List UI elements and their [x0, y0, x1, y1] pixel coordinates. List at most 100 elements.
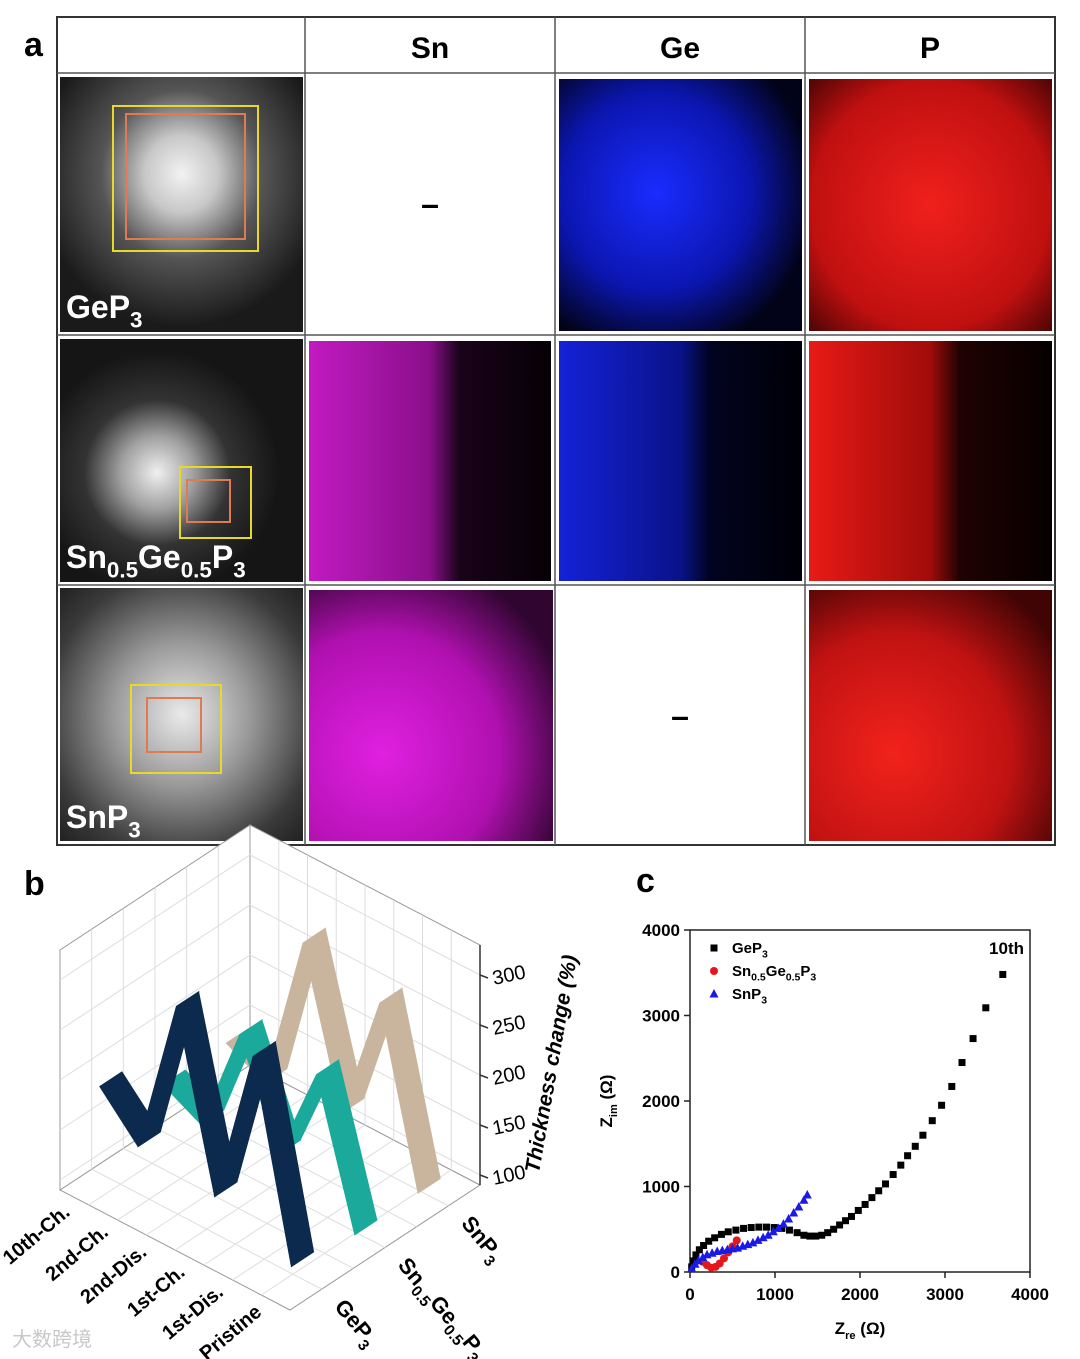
p-map: [809, 341, 1052, 581]
y-tick-label: 2000: [642, 1092, 680, 1111]
point: [770, 1224, 778, 1232]
panel-label: c: [636, 862, 655, 900]
legend-marker: [710, 967, 718, 975]
grid-line: [59, 904, 481, 1031]
z-tick-label: 200: [490, 1061, 527, 1089]
sem-image: [60, 588, 303, 841]
z-tick: [479, 1174, 489, 1179]
y-tick-label: 3000: [642, 1007, 680, 1026]
x-tick-label: 4000: [1011, 1285, 1049, 1304]
series-label: Sn0.5Ge0.5P3: [389, 1253, 492, 1359]
legend-label: GeP3: [732, 940, 768, 961]
ribbon-segment: [379, 987, 441, 1194]
point: [711, 1234, 719, 1242]
y-tick-label: 4000: [642, 921, 680, 940]
roi-box: [186, 479, 231, 523]
point: [779, 1219, 788, 1228]
series-label: SnP3: [452, 1211, 508, 1270]
roi-box: [179, 466, 252, 539]
point: [836, 1221, 844, 1229]
point: [700, 1241, 708, 1249]
table-lines: [57, 17, 1055, 845]
point: [778, 1224, 786, 1232]
point: [868, 1194, 876, 1202]
point: [793, 1229, 801, 1237]
point: [806, 1232, 814, 1240]
table-border: [56, 16, 1056, 846]
p-map: [809, 79, 1052, 331]
no-element: –: [421, 186, 439, 222]
sem-image: [60, 339, 303, 582]
point: [773, 1223, 783, 1232]
point: [824, 1229, 832, 1237]
point: [799, 1195, 809, 1204]
point: [768, 1226, 778, 1236]
point: [747, 1224, 755, 1232]
panel-label: a: [24, 26, 44, 64]
point: [882, 1180, 889, 1188]
z-tick: [479, 1124, 489, 1129]
panel-label: b: [24, 865, 45, 903]
ge-map: [559, 79, 802, 331]
point: [897, 1161, 905, 1169]
point: [830, 1225, 838, 1233]
x-tick-label: 3000: [926, 1285, 964, 1304]
roi-box: [112, 105, 259, 252]
point: [919, 1131, 927, 1139]
z-tick: [479, 974, 489, 979]
point: [695, 1246, 703, 1254]
point: [763, 1223, 770, 1231]
point: [763, 1230, 773, 1239]
point: [982, 1004, 990, 1012]
point: [698, 1252, 708, 1261]
point: [848, 1212, 855, 1220]
legend-label: Sn0.5Ge0.5P3: [732, 963, 816, 984]
no-element: –: [671, 698, 689, 734]
point: [755, 1223, 763, 1231]
watermark: 大数跨境: [12, 1328, 92, 1351]
point: [794, 1202, 804, 1211]
ribbon-segment: [252, 1041, 315, 1268]
y-tick-label: 0: [671, 1263, 680, 1282]
x-tick-label: 0: [685, 1285, 694, 1304]
sn-map: [309, 341, 551, 581]
point: [812, 1232, 820, 1240]
point: [861, 1200, 869, 1208]
sem-image: [60, 77, 303, 332]
point: [748, 1237, 758, 1247]
x-axis-label: Zre (Ω): [835, 1319, 886, 1342]
floor-grid: [232, 1154, 423, 1281]
z-tick-label: 150: [490, 1111, 527, 1139]
row-label: Sn0.5Ge0.5P3: [66, 539, 246, 583]
point: [911, 1142, 919, 1150]
column-header: Sn: [411, 32, 449, 65]
z-axis-label: Thickness change (%): [521, 953, 582, 1174]
z-tick: [479, 1074, 489, 1079]
x-tick-label: 2000: [841, 1285, 879, 1304]
point: [753, 1235, 763, 1244]
row-label: GeP3: [66, 289, 142, 333]
ge-map: [559, 341, 802, 581]
point: [969, 1035, 977, 1043]
point: [999, 970, 1007, 978]
roi-box: [146, 697, 202, 753]
point: [732, 1236, 741, 1245]
roi-box: [130, 684, 222, 774]
point: [758, 1232, 768, 1242]
point: [904, 1152, 912, 1160]
row-label: SnP3: [66, 799, 141, 843]
legend-label: SnP3: [732, 986, 767, 1007]
point: [720, 1254, 728, 1263]
column-header: Ge: [660, 32, 700, 65]
legend-marker: [709, 989, 719, 998]
chart-c: 0 1000 2000 3000 4000 0 1000 2000 3000 4000 Zre (Ω…: [597, 921, 1049, 1342]
p-map: [809, 590, 1052, 841]
point: [689, 1257, 697, 1265]
point: [784, 1214, 794, 1223]
point: [705, 1237, 713, 1245]
z-tick: [479, 1024, 489, 1029]
panel-a: a Sn Ge P – – GeP3 Sn0.5Ge0.5P3 SnP3: [24, 16, 1056, 846]
x-tick-label: 1000: [756, 1285, 794, 1304]
point: [785, 1226, 793, 1234]
